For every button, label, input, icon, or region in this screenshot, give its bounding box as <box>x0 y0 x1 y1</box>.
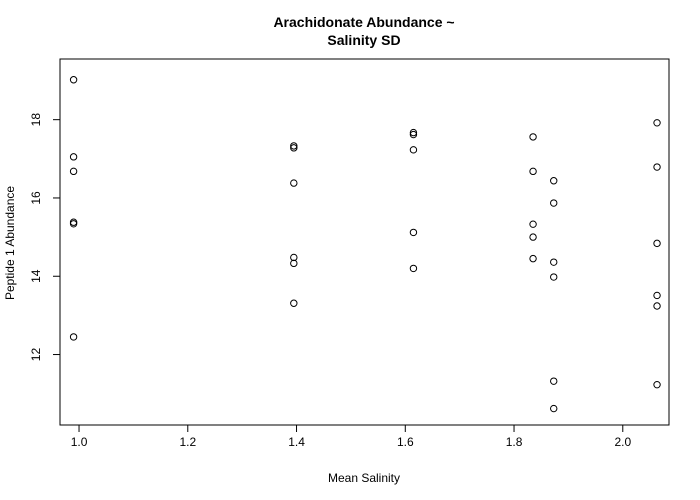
data-point <box>290 142 298 150</box>
data-point <box>290 299 298 307</box>
data-point <box>653 119 661 127</box>
x-tick-label: 1.4 <box>288 435 305 449</box>
data-point <box>69 153 78 161</box>
data-point <box>409 228 418 237</box>
data-point <box>529 233 537 241</box>
data-point <box>550 199 558 207</box>
data-point <box>290 259 298 268</box>
data-point <box>409 264 418 273</box>
x-tick-label: 2.0 <box>614 435 631 449</box>
data-points <box>69 76 661 413</box>
data-point <box>69 333 78 341</box>
data-point <box>653 291 661 300</box>
data-point <box>409 128 418 137</box>
data-point <box>290 179 298 187</box>
data-point <box>653 302 661 310</box>
data-point <box>290 144 298 152</box>
y-axis: 12 14 16 18 <box>29 113 60 362</box>
data-point <box>550 177 558 185</box>
data-point <box>550 258 558 266</box>
data-point <box>409 130 418 139</box>
data-point <box>409 146 418 154</box>
y-axis-label: Peptide 1 Abundance <box>3 186 17 300</box>
data-point <box>653 380 661 389</box>
x-axis-label: Mean Salinity <box>328 471 400 485</box>
x-axis: 1.0 1.2 1.4 1.6 1.8 2.0 <box>71 425 631 449</box>
y-tick-label: 12 <box>29 348 43 362</box>
data-point <box>550 273 558 281</box>
data-point <box>529 167 537 176</box>
y-tick-label: 14 <box>29 269 43 283</box>
plot-frame <box>59 58 670 426</box>
y-tick-label: 18 <box>29 113 43 127</box>
data-point <box>69 76 78 84</box>
chart-title-line-1: Arachidonate Abundance ~ <box>273 14 454 30</box>
data-point <box>69 167 78 176</box>
data-point <box>653 239 661 248</box>
x-tick-label: 1.2 <box>179 435 196 449</box>
data-point <box>529 220 537 228</box>
x-tick-label: 1.8 <box>506 435 523 449</box>
x-tick-label: 1.0 <box>71 435 88 449</box>
data-point <box>290 253 298 262</box>
data-point <box>69 220 78 228</box>
data-point <box>550 404 558 413</box>
chart-title-line-2: Salinity SD <box>327 32 400 48</box>
data-point <box>653 163 661 171</box>
data-point <box>529 254 537 263</box>
x-tick-label: 1.6 <box>397 435 414 449</box>
y-tick-label: 16 <box>29 191 43 205</box>
data-point <box>529 133 537 141</box>
data-point <box>550 377 558 385</box>
